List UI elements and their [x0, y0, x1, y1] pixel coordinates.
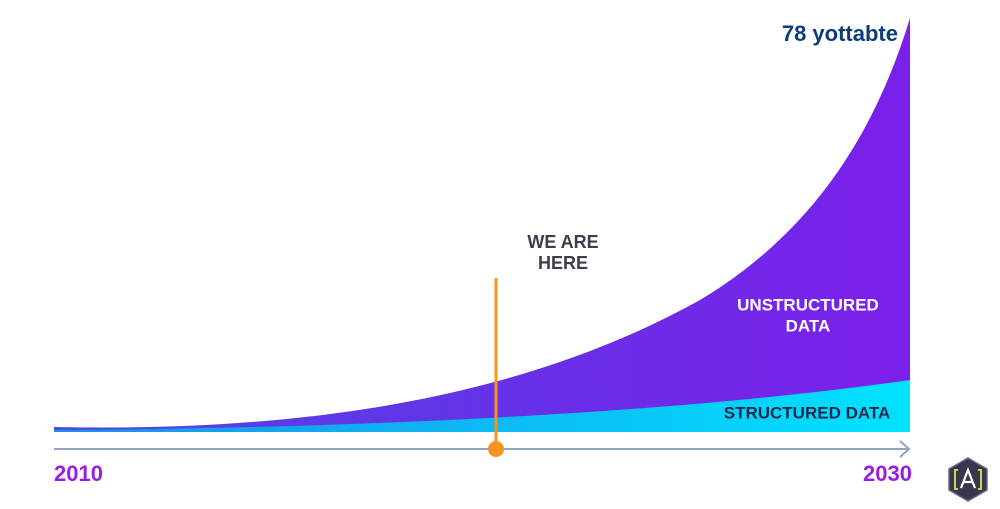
axis-start: 2010: [54, 461, 103, 486]
unstructured-label: UNSTRUCTURED: [737, 295, 879, 314]
axis-arrow: [899, 440, 911, 458]
now-dot: [488, 441, 504, 457]
logo: [948, 457, 988, 502]
structured-label: STRUCTURED DATA: [724, 403, 891, 422]
marker-label: WE ARE: [527, 232, 598, 252]
top-label: 78 yottabte: [782, 21, 898, 46]
unstructured-area: [54, 18, 910, 432]
axis-end: 2030: [863, 461, 912, 486]
unstructured-label: DATA: [786, 316, 831, 335]
structured-area: [54, 380, 910, 432]
marker-label: HERE: [538, 253, 588, 273]
